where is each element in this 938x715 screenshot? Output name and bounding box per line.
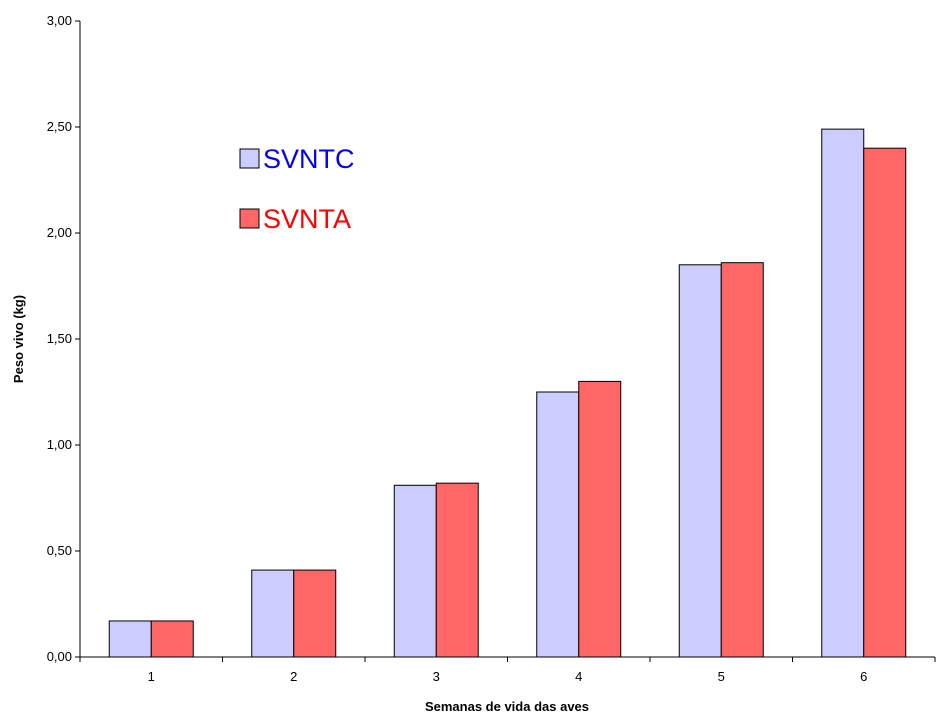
bar-svnta-6 [863,147,907,658]
y-axis-title: Peso vivo (kg) [11,295,26,383]
x-tick-label: 4 [575,669,582,684]
y-tick-label: 0,00 [47,649,72,664]
bar-svnta-2 [293,569,337,658]
y-tick-label: 1,00 [47,437,72,452]
legend-item-svnta: SVNTA [239,204,351,234]
bar-svnta-5 [720,262,764,658]
bar-svntc-2 [251,569,295,658]
y-axis-ticks: 0,00 0,50 1,00 1,50 2,00 2,50 3,00 [47,13,80,664]
y-tick-label: 3,00 [47,13,72,28]
legend-swatch-svnta [239,208,260,229]
bar-svntc-5 [678,264,722,658]
legend-item-svntc: SVNTC [239,144,355,174]
bar-svntc-4 [536,391,580,658]
bar-svntc-3 [393,484,437,658]
bar-svnta-3 [435,482,479,658]
x-tick-label: 5 [718,669,725,684]
y-tick-label: 2,50 [47,119,72,134]
x-axis-title: Semanas de vida das aves [425,699,589,714]
legend: SVNTC SVNTA [239,144,355,234]
x-tick-label: 3 [433,669,440,684]
bar-svnta-4 [578,380,622,658]
legend-swatch-svntc [239,148,260,169]
y-tick-label: 0,50 [47,543,72,558]
x-axis-ticks: 1 2 3 4 5 6 [79,657,936,684]
x-tick-label: 2 [290,669,297,684]
legend-label-svntc: SVNTC [263,144,355,174]
x-tick-label: 1 [148,669,155,684]
bar-svntc-6 [821,128,865,658]
plot-area: 0,00 0,50 1,00 1,50 2,00 2,50 3,00 1 2 3 4 5 6 [47,13,936,684]
bar-svnta-1 [150,620,194,658]
legend-label-svnta: SVNTA [263,204,351,234]
bar-svntc-1 [108,620,152,658]
y-tick-label: 2,00 [47,225,72,240]
x-tick-label: 6 [860,669,867,684]
y-tick-label: 1,50 [47,331,72,346]
bars-group [108,128,907,658]
